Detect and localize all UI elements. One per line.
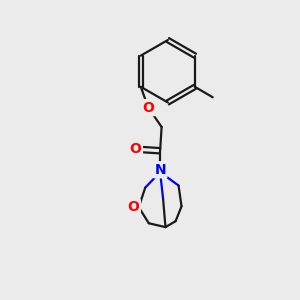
Text: O: O — [142, 100, 154, 115]
Text: O: O — [130, 142, 141, 156]
Text: N: N — [154, 163, 166, 177]
Text: O: O — [128, 200, 139, 214]
